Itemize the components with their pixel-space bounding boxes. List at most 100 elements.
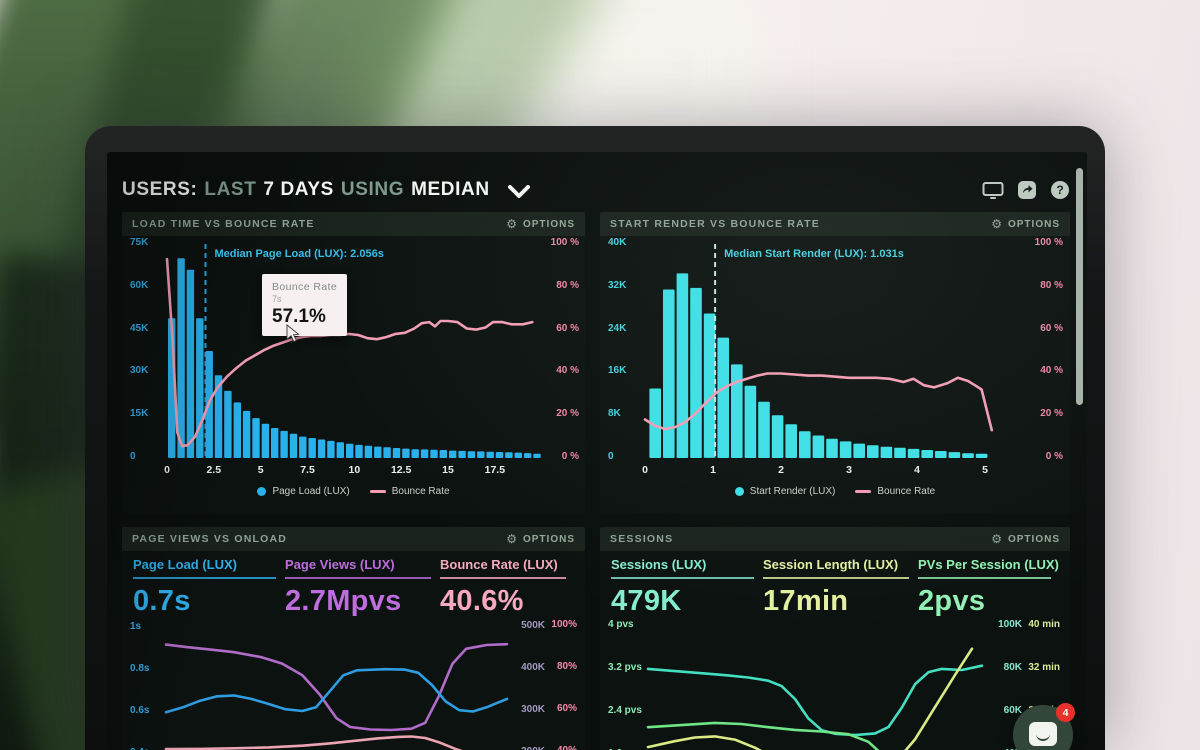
help-icon[interactable]: ? <box>1050 180 1070 200</box>
chart-tooltip: Bounce Rate 7s 57.1% <box>262 274 348 336</box>
axis-tick-label: 100 % <box>550 237 579 248</box>
axis-tick-label: 60% <box>556 703 577 715</box>
chart-canvas <box>643 244 994 459</box>
histogram-bar <box>177 258 185 458</box>
sessions-chart: 4 pvs 3.2 pvs 2.4 pvs 1.6 pvs 100K 80K 60K 40K 4… <box>600 618 1070 750</box>
panel-header: LOAD TIME VS BOUNCE RATE ⚙ OPTIONS <box>122 212 585 236</box>
panel-start-render: START RENDER VS BOUNCE RATE ⚙ OPTIONS St… <box>600 212 1070 514</box>
gear-icon: ⚙ <box>991 217 1003 231</box>
x-axis-tick-label: 0 <box>642 464 648 476</box>
axis-tick-label: 4 pvs <box>608 619 634 631</box>
histogram-bar <box>894 447 906 458</box>
metric-label: Page Views (LUX) <box>285 557 395 572</box>
histogram-bar <box>505 452 513 458</box>
dashboard-screen: USERS: LAST 7 DAYS USING MEDIAN ? <box>107 152 1087 750</box>
options-label: OPTIONS <box>1007 533 1060 545</box>
panel-title: SESSIONS <box>610 533 674 545</box>
axis-tick-label: 24K <box>608 322 627 334</box>
chevron-down-icon[interactable] <box>507 184 530 199</box>
chart-canvas <box>164 642 509 750</box>
axis-tick-label: 80% <box>556 661 577 673</box>
axis-tick-label: 15K <box>130 408 149 420</box>
metric-underline <box>611 577 754 579</box>
histogram-bar <box>252 418 260 458</box>
axis-tick-label: 100 % <box>1034 237 1063 248</box>
axis-tick-label: 400K <box>521 661 545 673</box>
svg-text:?: ? <box>1056 183 1063 197</box>
metric-value: 40.6% <box>440 585 524 617</box>
panel-title: START RENDER VS BOUNCE RATE <box>610 218 820 230</box>
panel-load-time: LOAD TIME VS BOUNCE RATE ⚙ OPTIONS Bounc… <box>122 212 585 514</box>
metric-row: Sessions (LUX) 479K Session Length (LUX) 17… <box>600 551 1070 618</box>
axis-tick-label: 32K <box>608 279 627 291</box>
page-load-line <box>164 667 509 714</box>
median-annotation: Median Start Render (LUX): 1.031s <box>724 248 904 260</box>
metric-underline <box>285 577 431 579</box>
gear-icon: ⚙ <box>506 532 518 546</box>
tooltip-value: 57.1% <box>272 306 326 327</box>
gear-icon: ⚙ <box>991 532 1003 546</box>
histogram-bar <box>186 269 195 458</box>
histogram-bar <box>785 424 797 458</box>
panel-title: LOAD TIME VS BOUNCE RATE <box>132 218 315 230</box>
panel-header: START RENDER VS BOUNCE RATE ⚙ OPTIONS <box>600 212 1070 236</box>
histogram-bar <box>703 313 716 458</box>
share-icon[interactable] <box>1017 180 1037 200</box>
axis-tick-label: 30K <box>130 365 149 377</box>
title-word: 7 DAYS <box>263 179 334 200</box>
chat-widget-button[interactable]: 4 <box>1013 703 1075 750</box>
smile-icon <box>1036 734 1050 741</box>
histogram-bar <box>420 449 429 458</box>
metric-value: 17min <box>763 585 849 617</box>
metric-block: PVs Per Session (LUX) 2pvs <box>918 557 1059 618</box>
axis-tick-label: 32 min <box>1028 662 1060 674</box>
options-button[interactable]: ⚙ OPTIONS <box>991 533 1060 545</box>
axis-tick-label: 60K <box>130 279 149 291</box>
axis-tick-label: 8K <box>608 408 621 420</box>
histogram-bar <box>402 448 410 458</box>
histogram-bar <box>458 450 466 458</box>
histogram-bar <box>744 385 757 458</box>
laptop: USERS: LAST 7 DAYS USING MEDIAN ? <box>85 126 1105 750</box>
histogram-bar <box>224 390 232 458</box>
x-axis-tick-label: 3 <box>846 464 852 476</box>
axis-tick-label: 40K <box>1004 748 1022 750</box>
x-axis-tick-label: 1 <box>710 464 716 476</box>
histogram-bar <box>233 402 241 458</box>
axis-tick-label: 2.4 pvs <box>608 705 642 717</box>
options-button[interactable]: ⚙ OPTIONS <box>506 533 575 545</box>
pvs-per-session-line <box>646 721 880 750</box>
metric-block: Sessions (LUX) 479K <box>611 557 763 618</box>
options-button[interactable]: ⚙ OPTIONS <box>506 218 575 230</box>
axis-tick-label: 80 % <box>556 279 579 291</box>
scrollbar[interactable] <box>1076 168 1083 405</box>
metric-label: Sessions (LUX) <box>611 557 707 572</box>
metric-value: 0.7s <box>133 585 191 617</box>
histogram-bar <box>308 438 316 458</box>
histogram-bar <box>812 435 825 458</box>
histogram-bar <box>649 388 661 458</box>
histogram-bar <box>383 447 391 458</box>
axis-tick-label: 16K <box>608 365 627 377</box>
bounce-rate-line <box>643 372 994 432</box>
legend-label: Start Render (LUX) <box>749 486 836 497</box>
x-axis-tick-label: 10 <box>348 464 361 476</box>
gear-icon: ⚙ <box>506 217 518 231</box>
start-render-chart: Start Render (LUX) Bounce Rate Median Sta… <box>600 236 1070 514</box>
options-button[interactable]: ⚙ OPTIONS <box>991 218 1060 230</box>
axis-tick-label: 40 % <box>1040 365 1063 377</box>
x-axis-tick-label: 15 <box>442 464 454 476</box>
histogram-bar <box>676 273 689 458</box>
metric-label: Page Load (LUX) <box>133 557 238 572</box>
histogram-bar <box>533 453 541 458</box>
histogram-bar <box>327 440 335 458</box>
axis-tick-label: 80K <box>1003 661 1022 673</box>
histogram-bar <box>514 452 522 458</box>
histogram-bar <box>921 450 933 458</box>
display-icon[interactable] <box>982 181 1004 200</box>
histogram-bar <box>242 410 251 458</box>
title-word: LAST <box>204 179 257 200</box>
axis-tick-label: 0 <box>608 451 614 462</box>
metric-underline <box>133 577 276 579</box>
axis-tick-label: 20 % <box>556 408 579 420</box>
